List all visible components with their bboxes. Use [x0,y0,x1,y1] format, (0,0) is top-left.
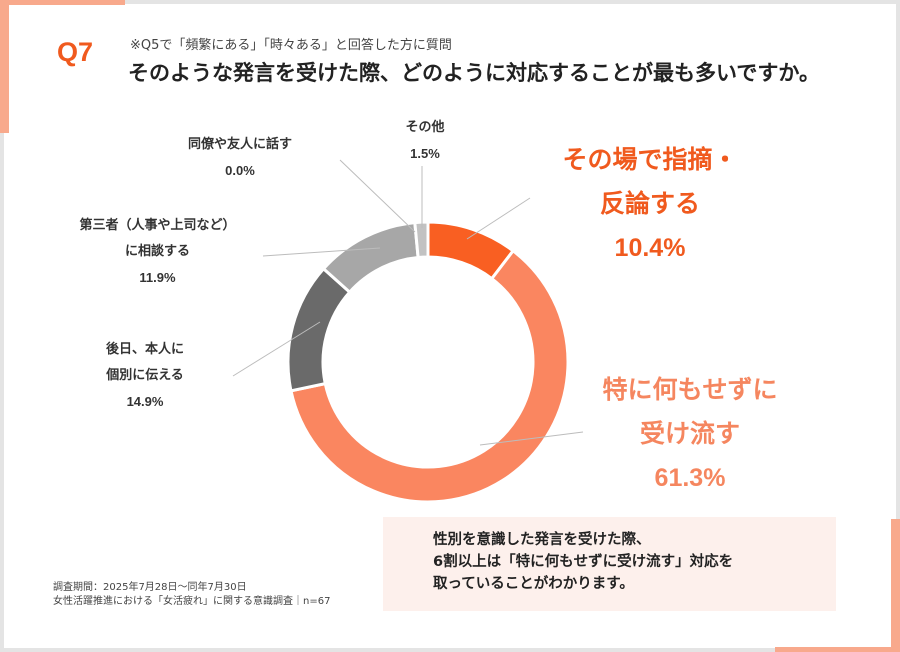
survey-period: 調査期間：2025年7月28日～同年7月30日 [53,582,247,593]
leader-line-later [232,321,321,377]
label-third-party: 第三者（人事や上司など） に相談する 11.9% [55,213,260,291]
label-point-out-pct: 10.4% [614,234,686,262]
leader-line-let-pass [479,431,584,446]
leader-lines [232,159,584,446]
summary-line-1: 性別を意識した発言を受けた際、 [433,532,651,548]
corner-accent-top-left [0,0,125,5]
label-friends-name: 同僚や友人に話す [187,137,292,152]
slice-third-party [321,220,420,295]
question-title: そのような発言を受けた際、どのように対応することが最も多いですか。 [128,61,820,85]
label-other: その他 1.5% [395,115,455,167]
label-other-pct: 1.5% [410,146,440,161]
label-point-out-line2: 反論する [599,189,700,218]
label-later-line2: 個別に伝える [106,368,184,383]
label-point-out-line1: その場で指摘・ [562,145,738,174]
corner-accent-top-left-vertical [0,0,9,133]
label-later: 後日、本人に 個別に伝える 14.9% [80,337,210,415]
label-let-pass-pct: 61.3% [654,464,726,492]
slice-later [286,266,352,393]
label-third-party-pct: 11.9% [139,270,176,285]
slice-let-pass [289,248,570,504]
label-let-pass-line1: 特に何もせずに [602,375,778,404]
leader-line-third-party [262,247,381,257]
corner-accent-bottom-right-vertical [891,519,900,652]
summary-line-3: 取っていることがわかります。 [433,576,634,592]
survey-footer: 調査期間：2025年7月28日～同年7月30日 女性活躍推進における「女活疲れ」… [53,581,330,609]
label-later-line1: 後日、本人に [105,342,184,357]
summary-line-2: 6割以上は「特に何もせずに受け流す」対応を [433,554,734,570]
label-later-pct: 14.9% [126,394,164,409]
label-friends-pct: 0.0% [225,163,255,178]
label-third-party-line2: に相談する [124,244,190,259]
survey-title: 女性活躍推進における「女活疲れ」に関する意識調査｜n=67 [53,596,331,607]
label-let-pass: 特に何もせずに 受け流す 61.3% [575,368,805,500]
label-point-out: その場で指摘・ 反論する 10.4% [535,138,765,270]
summary-box: 性別を意識した発言を受けた際、 6割以上は「特に何もせずに受け流す」対応を 取っ… [383,517,836,611]
label-other-name: その他 [405,120,445,135]
label-let-pass-line2: 受け流す [639,419,740,448]
question-condition-note: ※Q5で「頻繁にある」「時々ある」と回答した方に質問 [130,38,452,53]
leader-line-point-out [466,197,531,240]
corner-accent-bottom-right [775,647,900,652]
question-number: Q7 [57,37,94,67]
leader-line-friends [339,159,416,233]
slice-other [413,220,430,260]
label-third-party-line1: 第三者（人事や上司など） [79,218,236,233]
label-friends: 同僚や友人に話す 0.0% [170,132,310,184]
